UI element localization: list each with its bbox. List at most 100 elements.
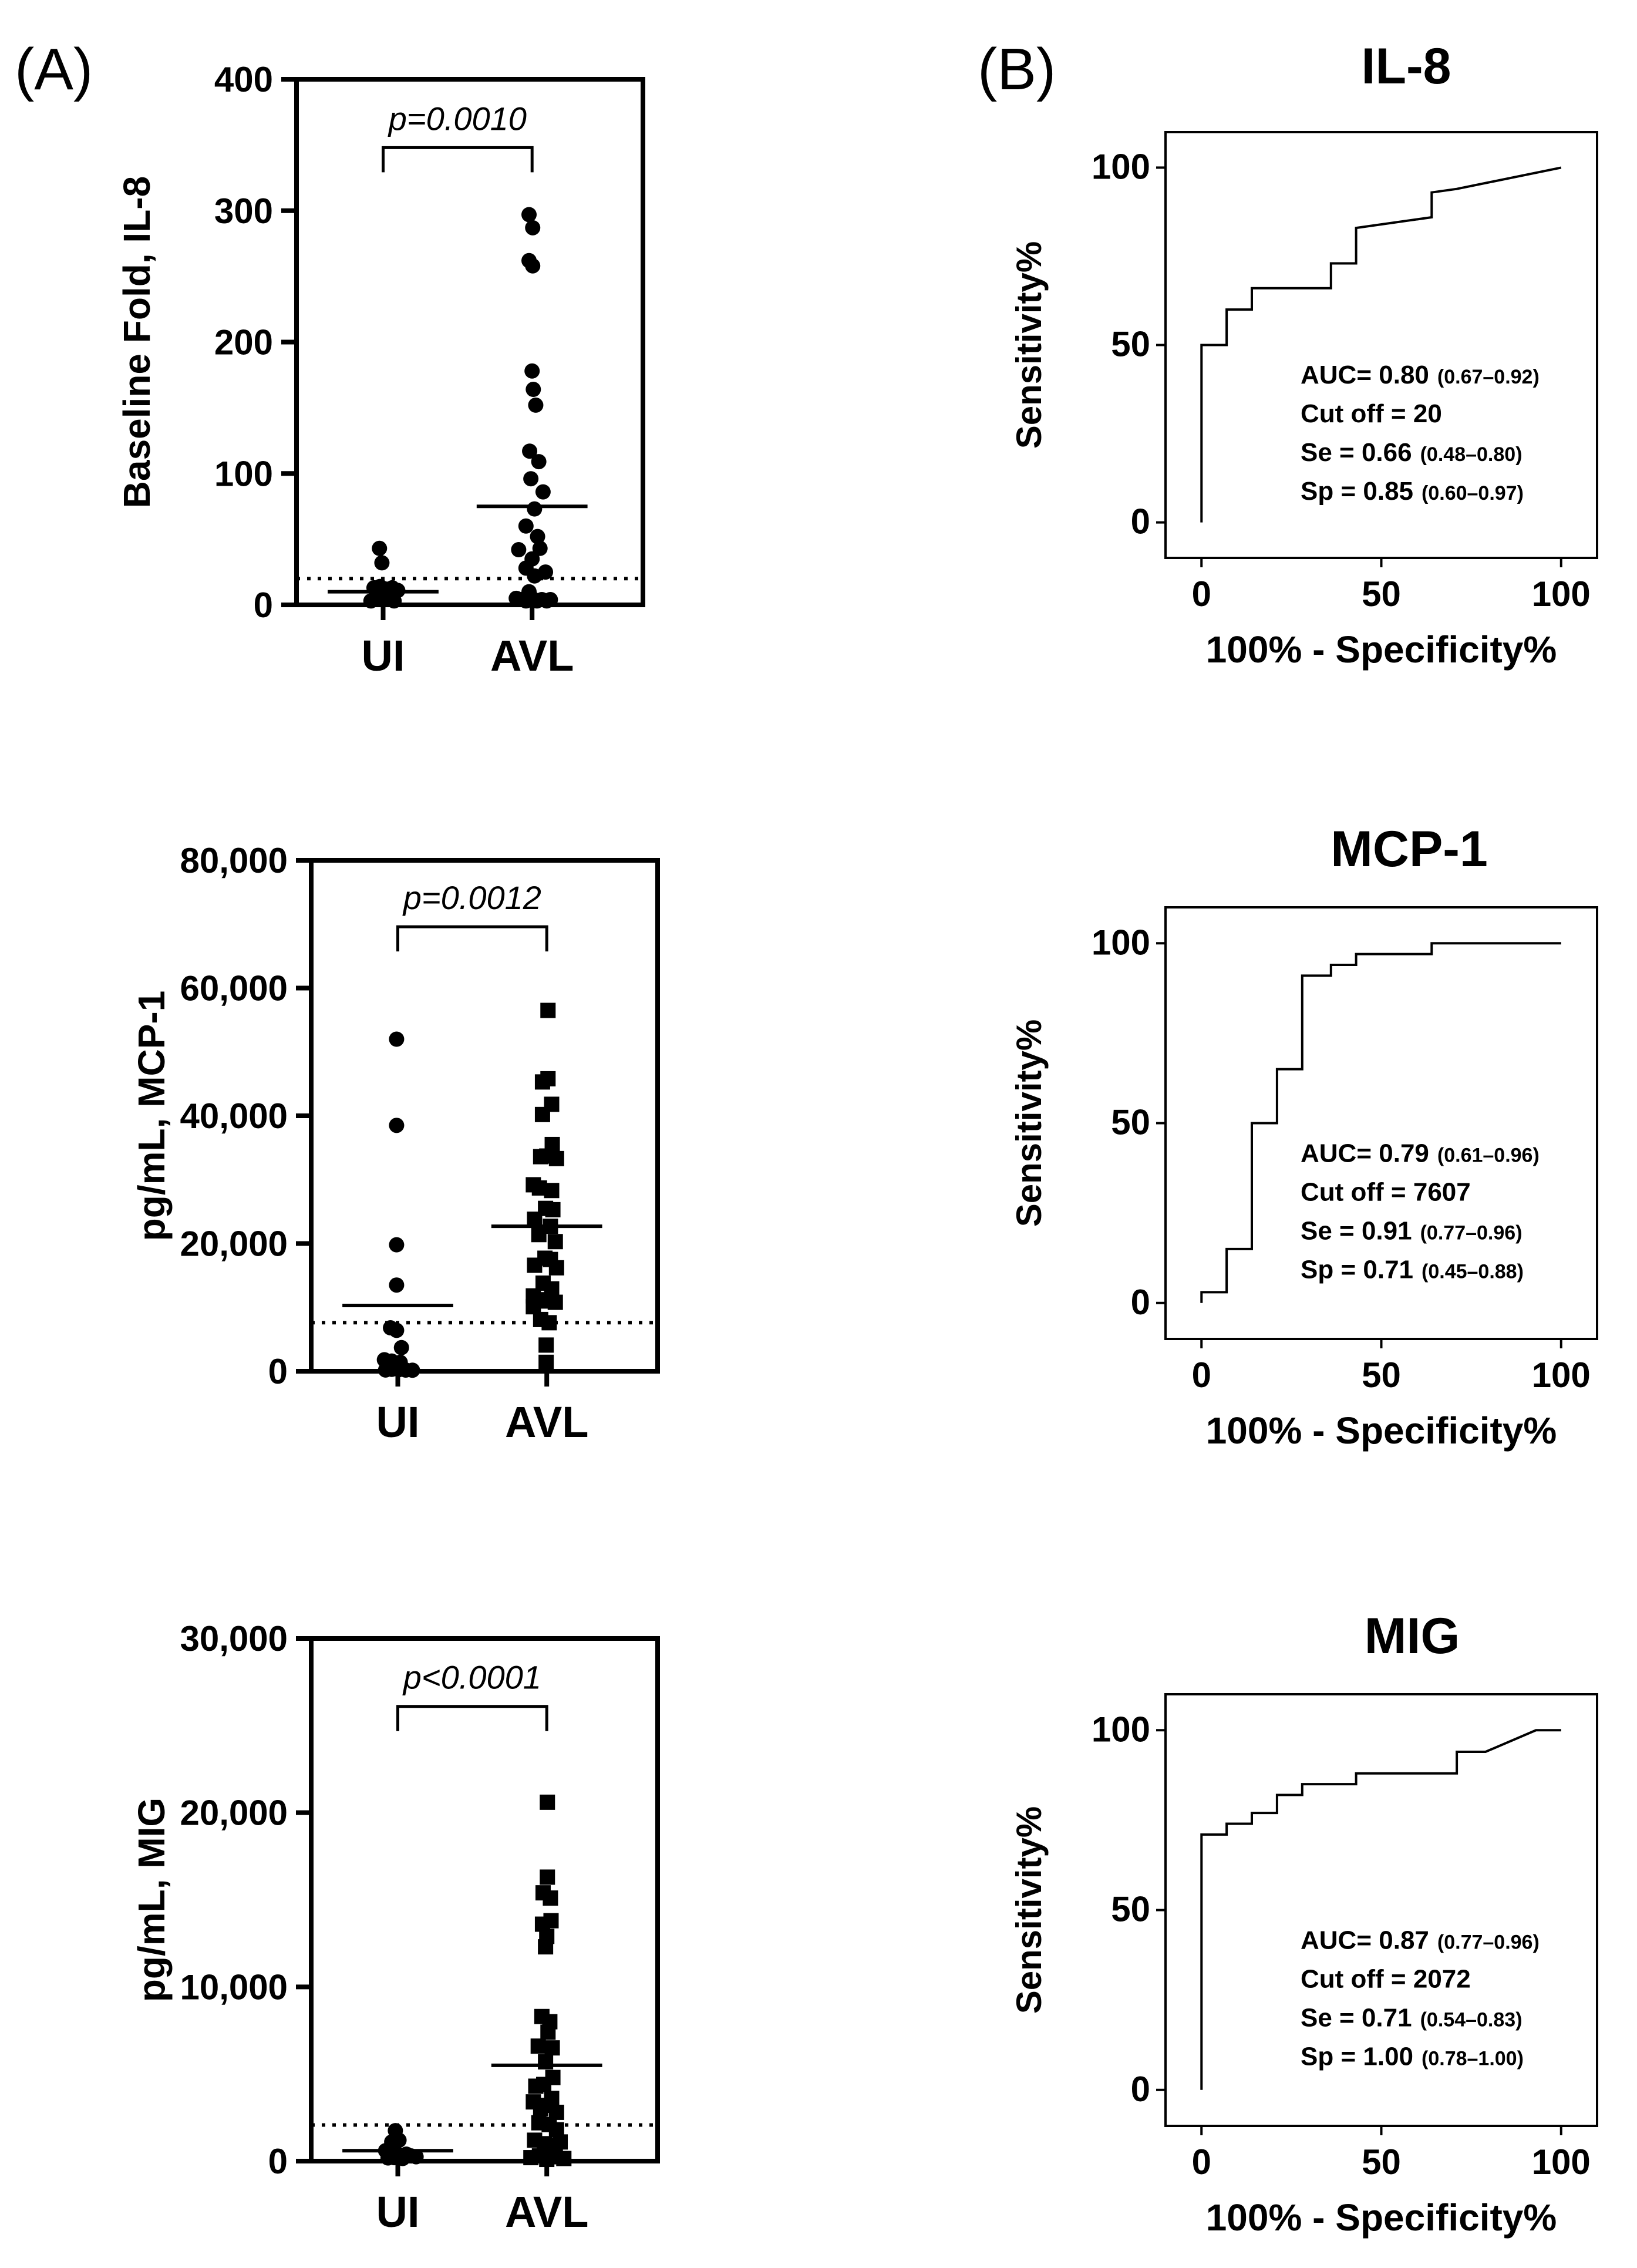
data-point-avl [540,1002,556,1018]
data-point-avl [545,1202,561,1217]
roc-stat-label: Cut off = 7607 [1301,1178,1471,1207]
x-axis-label: 100% - Specificity% [1206,1409,1557,1452]
y-axis-label: pg/mL, MCP-1 [130,991,173,1241]
data-point-ui [395,2151,410,2166]
y-tick-label: 30,000 [180,1619,288,1658]
x-tick-label: 100 [1532,574,1591,614]
data-point-avl [525,258,541,274]
roc-stat-label: Cut off = 2072 [1301,1965,1471,1994]
data-point-avl [547,1234,563,1250]
p-value-label: p=0.0012 [402,879,541,916]
roc-stat-label: Sp = 0.71 [1301,1256,1413,1284]
category-label: UI [362,631,405,680]
data-point-avl [530,529,545,544]
data-point-avl [524,363,540,379]
y-tick-label: 400 [214,60,273,99]
y-tick-label: 100 [1092,1710,1150,1749]
roc-stat-ci: (0.61–0.96) [1437,1145,1540,1167]
roc-stat-label: Se = 0.91 [1301,1217,1412,1246]
y-axis-label: pg/mL, MIG [130,1798,173,2002]
plot-frame [309,1636,660,2163]
roc-stat-ci: (0.54–0.83) [1420,2009,1523,2031]
y-tick-label: 200 [214,323,273,362]
category-label: UI [376,2188,420,2236]
roc-stat-2: Se = 0.71 (0.54–0.83) [1301,2004,1523,2033]
data-point-avl [523,471,539,487]
data-point-ui [380,2150,396,2166]
roc-stat-label: AUC= 0.87 [1301,1926,1429,1955]
data-point-avl [530,2038,546,2054]
roc-stat-label: AUC= 0.79 [1301,1139,1429,1168]
roc-curve [1200,942,1561,1303]
data-point-avl [540,1794,555,1810]
roc-title: IL-8 [1362,38,1451,95]
data-point-avl [538,1354,554,1370]
data-point-avl [531,454,547,470]
roc-stat-3: Sp = 0.71 (0.45–0.88) [1301,1256,1524,1284]
data-point-avl [518,518,534,534]
roc-title: MIG [1365,1608,1460,1664]
y-tick-label: 50 [1111,325,1150,364]
roc-curve [1200,1729,1561,2090]
data-point-avl [547,1294,563,1310]
data-point-avl [548,1150,564,1166]
roc-stat-0: AUC= 0.87 (0.77–0.96) [1301,1926,1540,1955]
y-tick-label: 300 [214,191,273,231]
roc-stat-2: Se = 0.66 (0.48–0.80) [1301,438,1523,467]
roc-stat-ci: (0.67–0.92) [1437,366,1540,388]
panel-label-a: (A) [15,36,93,102]
data-point-avl [527,501,543,517]
y-tick-label: 80,000 [180,841,288,880]
y-axis-label: Sensitivity% [1009,1019,1049,1227]
data-point-avl [544,1183,560,1199]
data-point-avl [531,1227,547,1243]
x-axis-label: 100% - Specificity% [1206,2196,1557,2239]
data-point-avl [527,1212,543,1227]
data-point-avl [538,1939,554,1955]
roc-stat-2: Se = 0.91 (0.77–0.96) [1301,1217,1523,1246]
data-point-avl [556,2151,572,2166]
data-point-ui [389,1277,405,1293]
data-point-avl [522,443,538,459]
roc-stat-3: Sp = 0.85 (0.60–0.97) [1301,477,1524,506]
roc-title: MCP-1 [1331,821,1488,877]
roc-stat-ci: (0.77–0.96) [1437,1931,1540,1954]
category-label: AVL [490,631,574,680]
data-point-ui [389,1323,405,1338]
x-tick-label: 0 [1192,2142,1211,2182]
data-point-avl [521,207,537,223]
roc-stat-label: Se = 0.66 [1301,438,1412,467]
x-tick-label: 100 [1532,1355,1591,1395]
y-tick-label: 40,000 [180,1096,288,1136]
data-point-ui [389,1237,405,1253]
data-point-avl [540,2024,556,2040]
data-point-avl [541,1315,557,1331]
data-point-avl [534,1074,550,1090]
data-point-avl [526,1299,541,1315]
data-point-ui [389,1118,405,1133]
roc-stat-ci: (0.45–0.88) [1422,1261,1524,1283]
data-point-ui [393,1340,409,1355]
data-point-avl [528,397,544,413]
y-tick-label: 0 [1131,1283,1150,1322]
y-tick-label: 20,000 [180,1793,288,1833]
data-point-avl [511,542,527,558]
data-point-avl [536,2077,552,2092]
roc-stat-label: Cut off = 20 [1301,399,1442,428]
data-point-avl [521,584,537,600]
y-tick-label: 10,000 [180,1967,288,2007]
roc-curve [1200,166,1562,523]
data-point-ui [372,540,388,556]
p-value-label: p<0.0001 [402,1659,541,1696]
x-tick-label: 0 [1192,574,1211,614]
y-tick-label: 0 [268,2142,288,2181]
data-point-avl [553,2134,568,2150]
roc-stat-0: AUC= 0.80 (0.67–0.92) [1301,361,1540,389]
x-tick-label: 50 [1362,574,1401,614]
roc-stat-ci: (0.77–0.96) [1420,1222,1523,1244]
significance-bracket [382,146,534,173]
p-value-label: p=0.0010 [388,100,527,137]
y-tick-label: 60,000 [180,969,288,1008]
